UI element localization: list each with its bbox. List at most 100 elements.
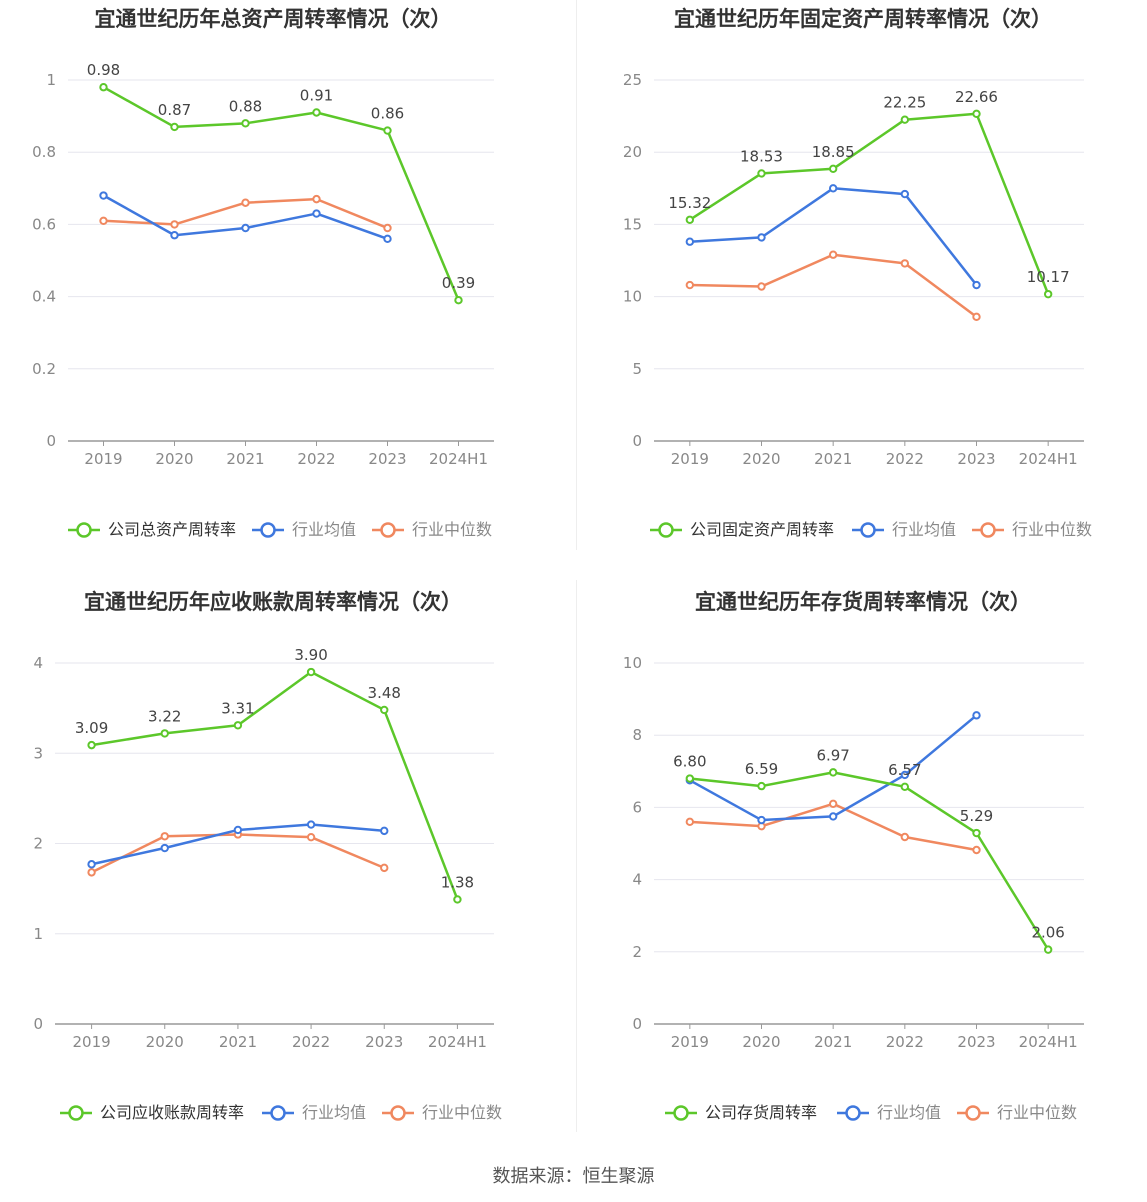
- data-label: 0.87: [158, 101, 191, 119]
- data-label: 6.97: [816, 746, 849, 764]
- data-point-company: [87, 740, 96, 750]
- legend-item-median[interactable]: 行业中位数: [372, 520, 492, 539]
- data-label: 6.80: [673, 753, 706, 771]
- legend-item-avg[interactable]: 行业均值: [852, 520, 956, 539]
- x-tick-label: 2022: [886, 1033, 924, 1051]
- legend-item-avg[interactable]: 行业均值: [837, 1103, 941, 1122]
- x-tick-label: 2019: [671, 1033, 709, 1051]
- x-tick-label: 2019: [671, 450, 709, 468]
- x-tick-label: 2021: [219, 1033, 257, 1051]
- legend-label: 行业中位数: [1012, 520, 1092, 539]
- data-point-avg: [828, 812, 838, 821]
- legend-marker-icon: [860, 522, 876, 538]
- data-point-company: [453, 895, 462, 904]
- data-point-company: [170, 122, 179, 132]
- legend-label: 公司总资产周转率: [108, 520, 236, 539]
- legend-item-avg[interactable]: 行业均值: [252, 520, 356, 539]
- data-label: 3.31: [221, 699, 254, 717]
- y-tick-label: 25: [623, 71, 642, 89]
- x-tick-label: 2020: [146, 1033, 184, 1051]
- legend-item-company[interactable]: 公司应收账款周转率: [60, 1103, 244, 1122]
- data-point-avg: [383, 234, 392, 244]
- y-tick-label: 4: [632, 871, 642, 889]
- y-tick-label: 10: [623, 654, 642, 672]
- data-label: 5.29: [960, 807, 993, 825]
- data-point-median: [87, 868, 96, 877]
- chart-svg: 宜通世纪历年存货周转率情况（次） 0 2 4 6 8 10 2019 2020 2021 2022 2…: [623, 590, 1084, 1122]
- legend-label: 行业均值: [302, 1103, 366, 1122]
- x-tick-label: 2020: [155, 450, 193, 468]
- chart-svg: 宜通世纪历年固定资产周转率情况（次） 0 5 10 15 20 25 2019 2020 2021…: [623, 7, 1092, 539]
- data-label: 2.06: [1031, 924, 1064, 942]
- x-tick-label: 2024H1: [428, 1033, 487, 1051]
- legend-label: 行业均值: [292, 520, 356, 539]
- data-point-company: [972, 828, 981, 838]
- legend-marker-icon: [380, 522, 396, 538]
- x-tick-label: 2024H1: [1019, 1033, 1078, 1051]
- data-point-median: [828, 799, 838, 808]
- x-tick-label: 2024H1: [1019, 450, 1078, 468]
- data-point-company: [160, 729, 169, 738]
- data-label: 22.25: [883, 94, 926, 112]
- data-point-median: [972, 845, 981, 855]
- series-line-avg: [689, 187, 978, 286]
- data-label: 10.17: [1027, 268, 1070, 286]
- inventory-turnover-chart: 宜通世纪历年存货周转率情况（次） 0 2 4 6 8 10 2019 2020 2021 2022 2…: [577, 583, 1147, 1166]
- data-point-median: [828, 250, 838, 259]
- legend-item-median[interactable]: 行业中位数: [957, 1103, 1077, 1122]
- chart-title: 宜通世纪历年应收账款周转率情况（次）: [84, 590, 462, 614]
- data-label: 1.38: [441, 873, 474, 891]
- data-point-company: [685, 774, 695, 783]
- x-tick-label: 2024H1: [429, 450, 488, 468]
- fixed-asset-turnover-chart: 宜通世纪历年固定资产周转率情况（次） 0 5 10 15 20 25 2019 2020 2021…: [577, 0, 1147, 583]
- y-tick-label: 0: [33, 1015, 43, 1033]
- legend-marker-icon: [673, 1105, 689, 1121]
- data-label: 0.98: [87, 61, 120, 79]
- total-asset-turnover-chart: 宜通世纪历年总资产周转率情况（次） 0 0.2 0.4 0.6 0.8 1 2019 2020 2…: [0, 0, 573, 583]
- data-point-avg: [87, 860, 96, 869]
- y-tick-label: 0: [632, 1015, 642, 1033]
- legend-marker-icon: [658, 522, 674, 538]
- data-label: 0.39: [442, 274, 475, 292]
- x-tick-label: 2019: [72, 1033, 110, 1051]
- legend-item-company[interactable]: 公司总资产周转率: [68, 520, 236, 539]
- data-point-avg: [757, 815, 766, 825]
- data-point-avg: [99, 191, 108, 200]
- data-point-avg: [170, 231, 179, 240]
- divider-top: [576, 0, 577, 550]
- chart-title: 宜通世纪历年固定资产周转率情况（次）: [674, 7, 1052, 31]
- x-tick-label: 2023: [957, 450, 995, 468]
- data-source: 数据来源：恒生聚源: [492, 1166, 655, 1187]
- data-point-company: [454, 296, 463, 305]
- data-label: 3.90: [294, 646, 327, 664]
- legend-item-median[interactable]: 行业中位数: [972, 520, 1092, 539]
- x-tick-label: 2022: [292, 1033, 330, 1051]
- data-point-avg: [233, 825, 243, 835]
- legend-item-company[interactable]: 公司存货周转率: [665, 1103, 817, 1122]
- data-point-company: [972, 109, 981, 118]
- data-point-company: [241, 119, 250, 128]
- legend-label: 行业中位数: [422, 1103, 502, 1122]
- legend-item-median[interactable]: 行业中位数: [382, 1103, 502, 1122]
- legend-label: 行业中位数: [412, 520, 492, 539]
- chart-title: 宜通世纪历年总资产周转率情况（次）: [95, 7, 452, 31]
- data-point-company: [828, 164, 838, 174]
- data-point-median: [380, 863, 389, 873]
- y-tick-label: 0.6: [32, 215, 56, 233]
- series-line-company: [102, 86, 460, 301]
- data-point-median: [900, 832, 910, 842]
- data-point-median: [685, 280, 695, 290]
- legend-label: 公司应收账款周转率: [100, 1103, 244, 1122]
- data-point-company: [1043, 289, 1053, 299]
- y-tick-label: 8: [632, 726, 642, 744]
- data-point-median: [160, 832, 169, 841]
- legend-label: 公司固定资产周转率: [690, 520, 834, 539]
- legend-item-company[interactable]: 公司固定资产周转率: [650, 520, 834, 539]
- chart-title: 宜通世纪历年存货周转率情况（次）: [695, 590, 1031, 614]
- y-tick-label: 6: [632, 798, 642, 816]
- data-point-company: [828, 768, 838, 777]
- legend-item-avg[interactable]: 行业均值: [262, 1103, 366, 1122]
- legend-marker-icon: [845, 1105, 861, 1121]
- chart-svg: 宜通世纪历年应收账款周转率情况（次） 0 1 2 3 4 2019 2020 2021 2022 2…: [33, 590, 502, 1122]
- y-tick-label: 15: [623, 215, 642, 233]
